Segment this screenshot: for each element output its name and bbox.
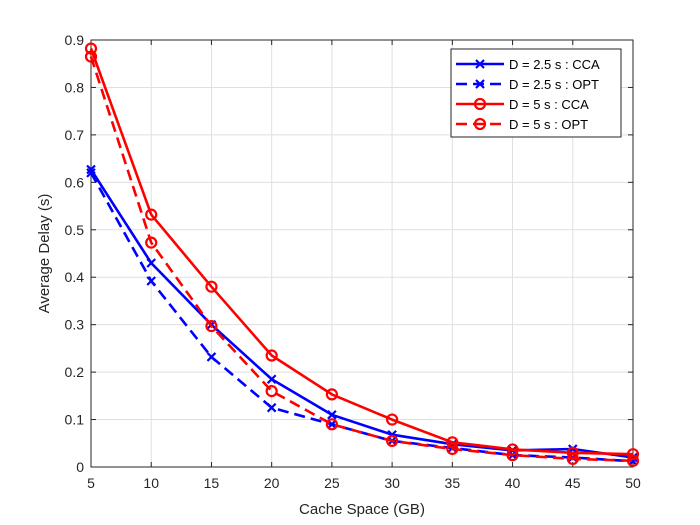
x-tick-label: 35 — [445, 475, 461, 491]
x-tick-label: 40 — [505, 475, 521, 491]
y-tick-label: 0.3 — [65, 317, 85, 333]
legend-marker — [473, 117, 487, 131]
y-tick-label: 0.5 — [65, 222, 85, 238]
x-tick-label: 25 — [324, 475, 340, 491]
legend: D = 2.5 s : CCA D = 2.5 s : OPT D = 5 s : … — [450, 48, 622, 138]
legend-marker-stroke — [475, 79, 485, 89]
data-point-stroke — [266, 402, 277, 413]
legend-label: D = 5 s : CCA — [509, 97, 589, 112]
axes-box — [90, 39, 634, 468]
data-point — [84, 50, 98, 63]
data-point — [446, 436, 459, 449]
x-axis-label: Cache Space (GB) — [299, 501, 425, 518]
data-point — [145, 236, 158, 249]
x-tick-label: 10 — [143, 475, 159, 491]
y-tick-label: 0.2 — [65, 364, 85, 380]
legend-marker — [475, 59, 485, 69]
series-line — [89, 172, 634, 463]
data-point — [325, 418, 338, 431]
data-point — [146, 276, 157, 286]
y-tick-label: 0 — [76, 459, 84, 475]
data-point — [146, 258, 157, 268]
x-tick-label: 5 — [87, 475, 95, 491]
legend-marker-stroke — [475, 59, 485, 69]
y-tick-label: 0.7 — [65, 127, 85, 143]
legend-marker — [475, 79, 485, 89]
series-line — [89, 56, 634, 463]
x-tick-label: 50 — [625, 475, 641, 491]
data-point — [266, 374, 277, 385]
series-3 — [84, 42, 640, 461]
axes — [90, 39, 634, 468]
data-point — [327, 410, 337, 420]
y-axis-label: Average Delay (s) — [36, 194, 53, 314]
data-point-stroke — [146, 276, 157, 286]
series-group — [84, 42, 640, 467]
y-tick-label: 0.8 — [65, 79, 85, 95]
data-point-stroke — [327, 410, 337, 420]
legend-label: D = 2.5 s : OPT — [509, 77, 599, 92]
series-4 — [84, 50, 640, 467]
series-line — [89, 48, 634, 456]
tick-labels: 5 10 15 20 25 30 35 40 45 50 0 0.1 0.2 0.3 0.4 0.5 0.6 0.… — [65, 32, 641, 491]
data-point-stroke — [206, 352, 217, 362]
series-line — [89, 168, 634, 459]
data-point-stroke — [146, 258, 157, 268]
data-point — [205, 280, 218, 293]
data-point — [205, 319, 218, 333]
x-tick-label: 30 — [384, 475, 400, 491]
data-point-stroke — [86, 164, 96, 175]
data-point — [386, 434, 399, 448]
data-point — [446, 442, 459, 456]
legend-label: D = 2.5 s : CCA — [509, 57, 600, 72]
legend-label: D = 5 s : OPT — [509, 117, 588, 132]
y-tick-label: 0.1 — [65, 412, 85, 428]
data-point — [566, 452, 579, 466]
data-point — [626, 448, 640, 461]
x-tick-label: 20 — [264, 475, 280, 491]
x-tick-label: 15 — [204, 475, 220, 491]
data-point — [266, 402, 277, 413]
y-tick-label: 0.4 — [65, 269, 85, 285]
data-point — [506, 449, 519, 462]
data-point — [386, 413, 399, 426]
data-point — [626, 454, 640, 467]
y-tick-label: 0.9 — [65, 32, 85, 48]
x-tick-label: 45 — [565, 475, 581, 491]
data-point — [86, 164, 96, 175]
data-point — [206, 352, 217, 362]
data-point — [84, 42, 98, 55]
data-point-stroke — [266, 374, 277, 385]
data-point — [325, 388, 338, 401]
data-point — [265, 384, 278, 398]
data-point — [145, 208, 158, 221]
data-point-stroke — [327, 419, 337, 430]
data-point-stroke — [86, 168, 96, 178]
y-tick-label: 0.6 — [65, 174, 85, 190]
legend-marker — [473, 97, 487, 111]
data-point — [86, 168, 96, 178]
data-point — [265, 349, 278, 362]
